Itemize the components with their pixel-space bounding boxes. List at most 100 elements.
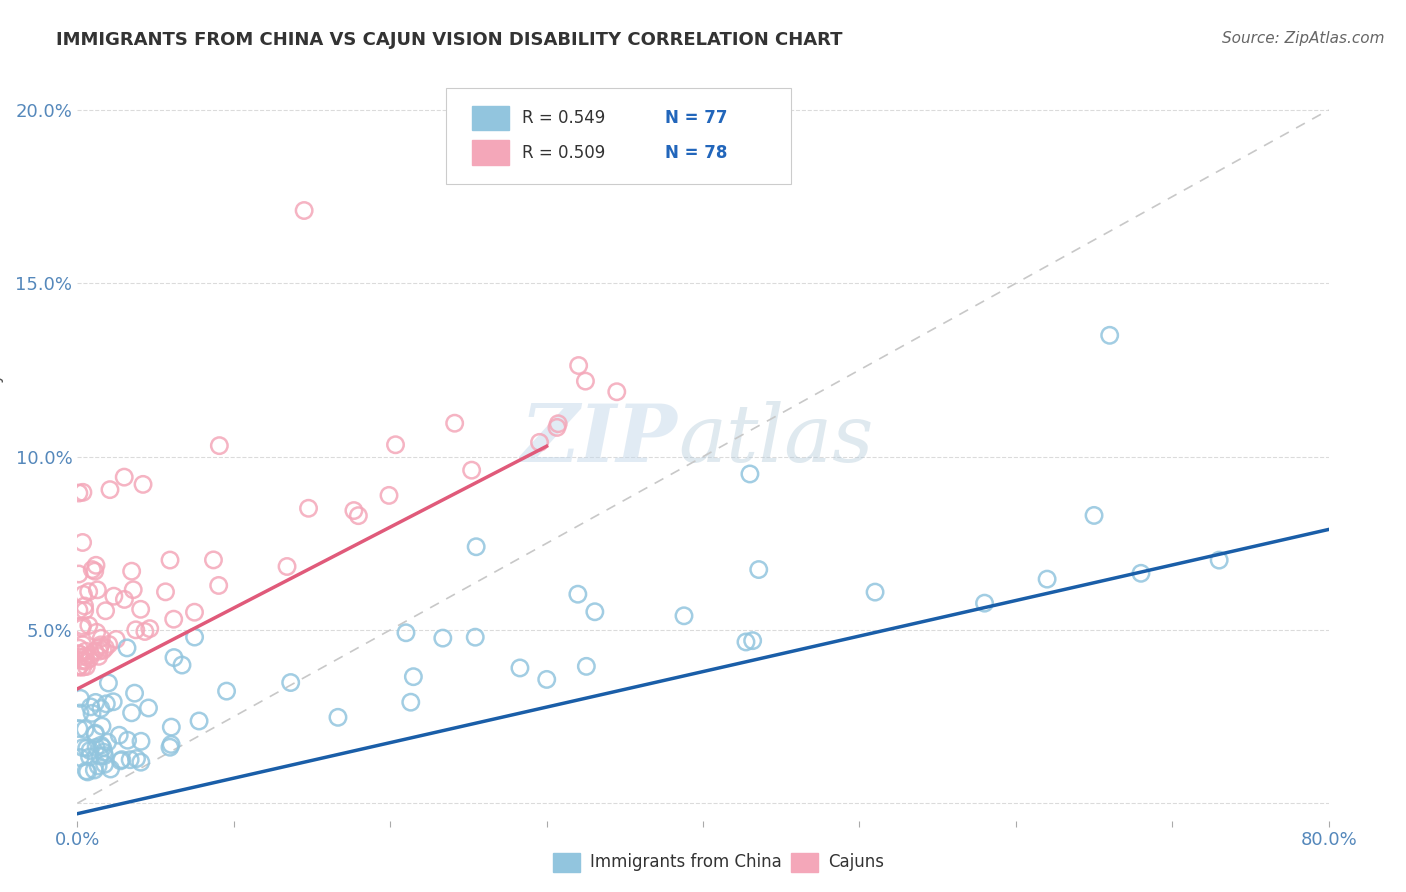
Point bbox=[122, 582, 145, 597]
Point bbox=[343, 503, 366, 517]
Point bbox=[67, 659, 90, 673]
Point bbox=[91, 719, 114, 733]
Point bbox=[546, 420, 568, 434]
Point bbox=[112, 592, 135, 607]
Point bbox=[735, 635, 758, 649]
Point bbox=[568, 359, 591, 373]
Point bbox=[89, 748, 111, 763]
Point bbox=[72, 535, 94, 549]
Point bbox=[84, 644, 107, 658]
Point bbox=[91, 643, 114, 657]
Point bbox=[86, 582, 108, 597]
Point bbox=[87, 644, 110, 658]
Point bbox=[79, 750, 101, 764]
Point bbox=[84, 727, 107, 741]
Point bbox=[75, 654, 97, 668]
Point bbox=[96, 697, 118, 711]
Point bbox=[98, 483, 121, 497]
Point bbox=[67, 722, 90, 736]
Point bbox=[125, 623, 148, 637]
Text: N = 77: N = 77 bbox=[665, 109, 728, 128]
Point bbox=[567, 587, 589, 601]
Bar bbox=[790, 853, 818, 871]
Point bbox=[72, 619, 94, 633]
Point bbox=[73, 603, 96, 617]
Point bbox=[347, 508, 370, 523]
Point bbox=[67, 603, 90, 617]
Point bbox=[215, 684, 238, 698]
Point bbox=[90, 632, 112, 646]
Point bbox=[384, 438, 406, 452]
Point bbox=[155, 585, 177, 599]
Text: Source: ZipAtlas.com: Source: ZipAtlas.com bbox=[1222, 31, 1385, 46]
Point bbox=[67, 486, 90, 500]
Point bbox=[748, 563, 770, 577]
Point bbox=[112, 470, 135, 484]
Point bbox=[100, 762, 122, 776]
Point bbox=[103, 695, 125, 709]
Point bbox=[110, 754, 132, 768]
Point bbox=[79, 651, 101, 665]
Point bbox=[326, 710, 349, 724]
Point bbox=[160, 720, 183, 734]
Bar bbox=[553, 853, 581, 871]
Point bbox=[73, 653, 96, 667]
Point bbox=[606, 384, 628, 399]
Point bbox=[672, 608, 695, 623]
Point bbox=[443, 416, 465, 430]
Point bbox=[82, 563, 104, 577]
Point bbox=[460, 463, 482, 477]
Text: R = 0.549: R = 0.549 bbox=[522, 109, 605, 128]
Point bbox=[70, 621, 93, 635]
Point bbox=[93, 757, 115, 772]
Point bbox=[75, 644, 97, 658]
Point bbox=[465, 540, 488, 554]
Point bbox=[378, 488, 401, 502]
Point bbox=[138, 701, 160, 715]
Text: atlas: atlas bbox=[678, 401, 873, 478]
Point bbox=[292, 203, 315, 218]
Point bbox=[67, 660, 90, 674]
Point bbox=[132, 477, 155, 491]
Point bbox=[402, 670, 425, 684]
Point bbox=[79, 699, 101, 714]
Point bbox=[69, 691, 91, 706]
Point bbox=[72, 654, 94, 668]
Point bbox=[202, 553, 225, 567]
Point bbox=[94, 640, 117, 655]
Text: Immigrants from China: Immigrants from China bbox=[591, 853, 782, 871]
Point bbox=[120, 753, 142, 767]
Point bbox=[89, 640, 111, 655]
Point bbox=[75, 649, 97, 664]
Point bbox=[93, 745, 115, 759]
Point bbox=[72, 638, 94, 652]
Text: R = 0.509: R = 0.509 bbox=[522, 144, 605, 161]
Point bbox=[83, 763, 105, 777]
Point bbox=[84, 726, 107, 740]
Bar bbox=[471, 106, 509, 130]
Point bbox=[87, 649, 110, 664]
Point bbox=[575, 659, 598, 673]
Point bbox=[464, 630, 486, 644]
Point bbox=[509, 661, 531, 675]
Point bbox=[87, 759, 110, 773]
Point bbox=[973, 596, 995, 610]
Point bbox=[432, 631, 454, 645]
Point bbox=[741, 633, 763, 648]
FancyBboxPatch shape bbox=[447, 88, 790, 184]
Point bbox=[121, 564, 143, 578]
Point bbox=[91, 740, 114, 755]
Point bbox=[84, 695, 107, 709]
Point bbox=[76, 741, 98, 756]
Point bbox=[536, 673, 558, 687]
Point bbox=[139, 622, 162, 636]
Point bbox=[67, 567, 90, 582]
Point bbox=[208, 439, 231, 453]
Point bbox=[547, 417, 569, 431]
Point bbox=[129, 734, 152, 748]
Point bbox=[75, 723, 97, 737]
Point bbox=[75, 659, 97, 673]
Point bbox=[163, 612, 186, 626]
Point bbox=[170, 658, 193, 673]
Point bbox=[97, 676, 120, 690]
